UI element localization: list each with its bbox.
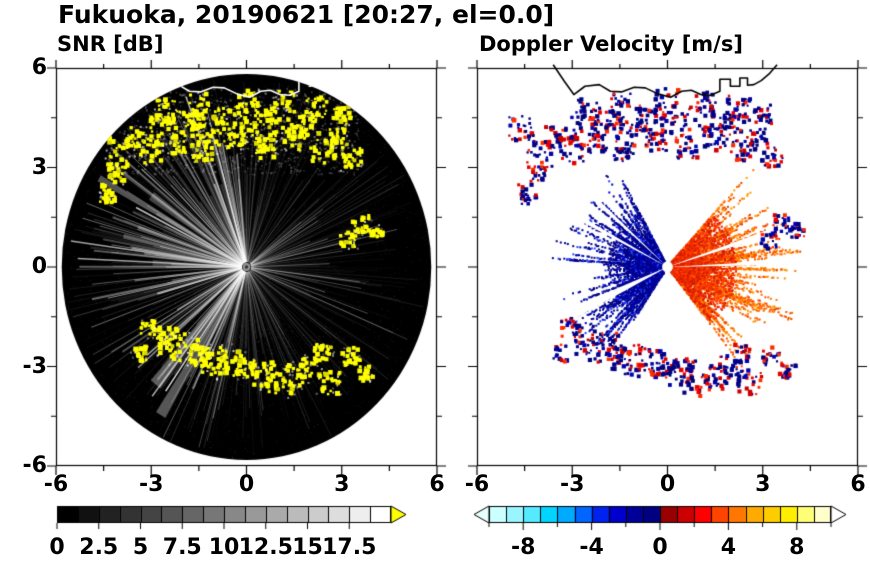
- panel0-x-tick-label: 0: [238, 472, 255, 497]
- panel0-y-tick-label: 0: [31, 253, 47, 279]
- velocity-colorbar-label: 8: [789, 535, 805, 560]
- panel0-x-tick-label: 3: [334, 472, 350, 497]
- snr-colorbar-label: 17.5: [322, 535, 377, 560]
- panel1-x-tick-label: 0: [659, 472, 676, 497]
- panel1-x-tick-label: -6: [464, 472, 490, 497]
- panel0-y-tick-label: 3: [31, 154, 47, 180]
- velocity-colorbar-label: 4: [720, 535, 737, 560]
- velocity-panel-title: Doppler Velocity [m/s]: [479, 32, 743, 56]
- snr-panel-title: SNR [dB]: [57, 32, 164, 56]
- panel0-y-tick-label: -6: [22, 452, 47, 478]
- snr-colorbar-label: 0: [49, 535, 65, 560]
- figure-title: Fukuoka, 20190621 [20:27, el=0.0]: [58, 0, 555, 29]
- snr-colorbar-label: 12.5: [238, 535, 293, 560]
- snr-colorbar-label: 15: [292, 535, 323, 560]
- panel0-x-tick-label: -6: [43, 472, 69, 497]
- panel0-y-tick-label: 6: [31, 54, 47, 80]
- panel0-y-tick-label: -3: [22, 353, 47, 379]
- snr-colorbar-label: 5: [132, 535, 149, 560]
- panel1-x-tick-label: -3: [560, 472, 585, 497]
- velocity-colorbar-label: -8: [510, 535, 536, 560]
- panel1-x-tick-label: 6: [850, 472, 866, 497]
- velocity-colorbar-label: 0: [652, 535, 668, 560]
- panel0-x-tick-label: 6: [429, 472, 445, 497]
- snr-colorbar-label: 2.5: [79, 535, 119, 560]
- snr-colorbar-label: 7.5: [162, 535, 202, 560]
- panel1-x-tick-label: 3: [755, 472, 771, 497]
- panel0-x-tick-label: -3: [139, 472, 164, 497]
- snr-colorbar-label: 10: [208, 535, 240, 560]
- velocity-colorbar-label: -4: [579, 535, 604, 560]
